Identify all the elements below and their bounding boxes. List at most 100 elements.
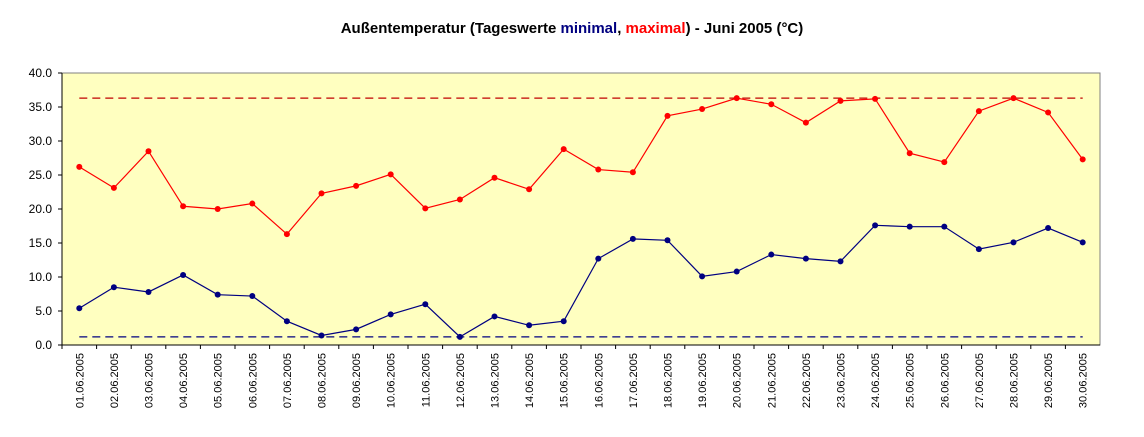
x-tick-label: 16.06.2005 (593, 353, 605, 408)
data-point (837, 97, 844, 104)
x-tick-label: 05.06.2005 (213, 353, 225, 408)
data-point (906, 150, 913, 157)
data-point (526, 186, 533, 193)
y-tick-label: 35.0 (29, 100, 53, 114)
x-tick-label: 11.06.2005 (420, 353, 432, 407)
data-point (387, 311, 394, 318)
data-point (145, 288, 152, 295)
data-point (76, 163, 83, 170)
data-point (491, 313, 498, 320)
data-point (180, 203, 187, 210)
y-tick-label: 15.0 (29, 236, 53, 250)
data-point (283, 318, 290, 325)
data-point (733, 268, 740, 275)
data-point (283, 231, 290, 238)
x-tick-label: 07.06.2005 (282, 353, 294, 408)
data-point (768, 101, 775, 108)
data-point (837, 258, 844, 265)
x-tick-label: 08.06.2005 (317, 353, 329, 408)
data-point (699, 106, 706, 113)
y-tick-label: 10.0 (29, 270, 53, 284)
x-tick-label: 15.06.2005 (559, 353, 571, 408)
y-tick-label: 25.0 (29, 168, 53, 182)
data-point (595, 166, 602, 173)
data-point (353, 326, 360, 333)
data-point (526, 322, 533, 329)
data-point (560, 318, 567, 325)
y-tick-label: 0.0 (35, 338, 52, 352)
y-tick-label: 30.0 (29, 134, 53, 148)
data-point (491, 174, 498, 181)
data-point (145, 148, 152, 155)
x-tick-label: 25.06.2005 (905, 353, 917, 408)
data-point (318, 332, 325, 339)
title-part: ) - Juni 2005 (°C) (686, 20, 804, 37)
data-point (1079, 239, 1086, 246)
x-tick-label: 09.06.2005 (351, 353, 363, 408)
x-tick-label: 10.06.2005 (386, 353, 398, 408)
data-point (422, 301, 429, 308)
data-point (318, 190, 325, 197)
plot-area (61, 72, 1101, 346)
y-tick-label: 5.0 (35, 304, 52, 318)
data-point (1045, 109, 1052, 116)
y-tick-label: 40.0 (29, 66, 53, 80)
data-point (110, 284, 117, 291)
data-point (353, 182, 360, 189)
data-point (664, 112, 671, 119)
x-tick-label: 20.06.2005 (732, 353, 744, 408)
x-tick-label: 26.06.2005 (939, 353, 951, 408)
data-point (906, 223, 913, 230)
y-tick-label: 20.0 (29, 202, 53, 216)
data-point (249, 293, 256, 300)
title-part: Außentemperatur (Tageswerte (341, 20, 561, 37)
data-point (872, 222, 879, 229)
series-line (78, 97, 1084, 236)
x-tick-label: 28.06.2005 (1009, 353, 1021, 408)
x-tick-label: 06.06.2005 (247, 353, 259, 408)
data-point (422, 205, 429, 212)
x-tick-label: 29.06.2005 (1043, 353, 1055, 408)
x-tick-label: 27.06.2005 (974, 353, 986, 408)
x-tick-label: 18.06.2005 (663, 353, 675, 408)
title-series: minimal (561, 20, 618, 37)
data-point (629, 169, 636, 176)
x-tick-label: 01.06.2005 (74, 353, 86, 408)
x-tick-label: 14.06.2005 (524, 353, 536, 408)
x-tick-label: 17.06.2005 (628, 353, 640, 408)
data-point (180, 271, 187, 278)
data-point (214, 206, 221, 212)
data-point (699, 273, 706, 280)
data-point (975, 108, 982, 115)
data-point (456, 196, 463, 203)
data-point (595, 255, 602, 262)
x-tick-label: 04.06.2005 (178, 353, 190, 408)
data-point (802, 255, 809, 262)
chart-title: Außentemperatur (Tageswerte minimal, max… (341, 20, 804, 37)
x-tick-label: 12.06.2005 (455, 353, 467, 408)
data-point (941, 159, 948, 166)
data-point (560, 146, 567, 153)
x-tick-label: 23.06.2005 (836, 353, 848, 408)
data-point (1045, 225, 1052, 232)
data-point (664, 237, 671, 244)
title-series: maximal (626, 20, 686, 37)
x-tick-label: 22.06.2005 (801, 353, 813, 408)
series-line (78, 224, 1083, 338)
x-tick-label: 13.06.2005 (490, 353, 502, 408)
data-point (1079, 156, 1086, 163)
data-point (456, 333, 463, 340)
data-point (733, 95, 740, 102)
x-tick-label: 21.06.2005 (766, 353, 778, 408)
data-point (110, 184, 117, 191)
data-point (214, 291, 221, 298)
data-point (387, 171, 394, 178)
data-point (872, 95, 879, 102)
x-tick-label: 30.06.2005 (1078, 353, 1090, 408)
x-tick-label: 02.06.2005 (109, 353, 121, 408)
data-point (975, 246, 982, 253)
data-point (249, 200, 256, 207)
data-point (802, 119, 809, 126)
data-point (768, 251, 775, 258)
